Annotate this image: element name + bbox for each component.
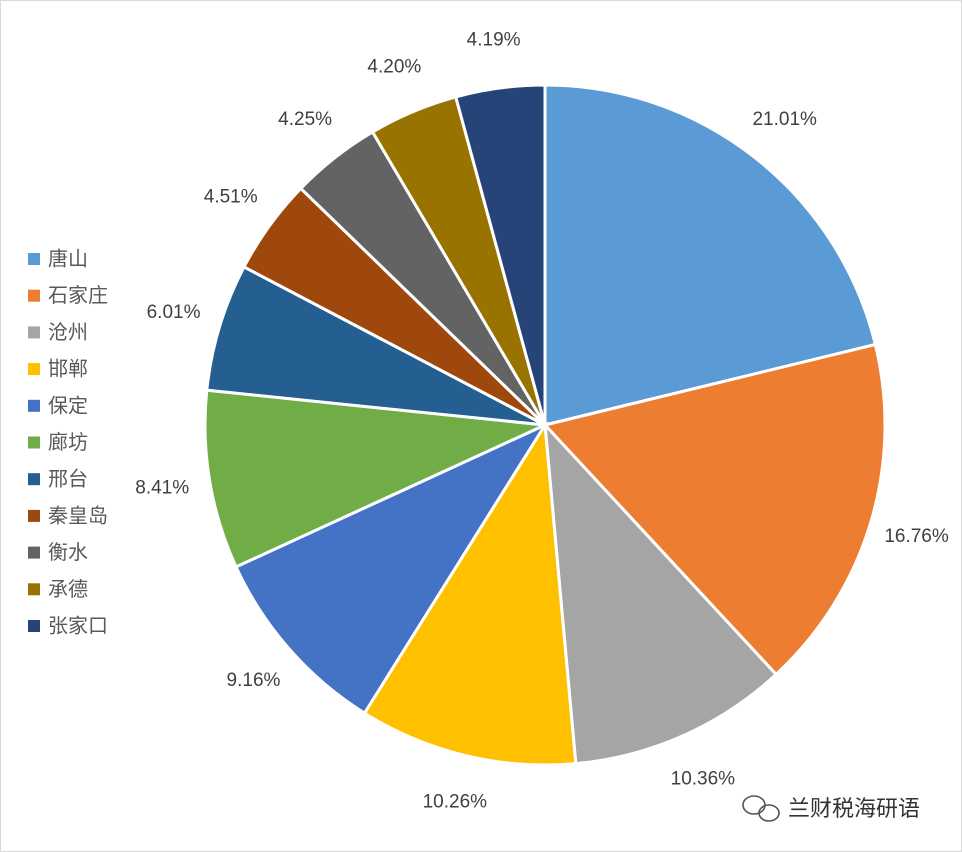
watermark: 兰财税海研语 [788,797,920,822]
data-label: 10.26% [423,791,488,812]
pie-slice [542,342,887,677]
legend-swatch [28,253,40,265]
legend-label: 承德 [48,577,88,601]
data-label: 16.76% [884,526,949,547]
legend-label: 邯郸 [48,357,88,381]
legend-swatch [28,399,40,412]
legend-swatch [28,620,40,632]
pie-slice [543,420,779,766]
legend-label: 衡水 [48,540,88,564]
data-label: 4.20% [367,56,421,77]
data-label: 9.16% [227,670,281,691]
legend-swatch [28,289,40,302]
data-label: 4.19% [467,29,521,50]
data-label: 8.41% [135,477,189,498]
legend-label: 秦皇岛 [48,503,108,527]
pie-slice [205,264,546,427]
pie-slice [453,83,547,426]
legend-label: 唐山 [48,247,88,271]
legend-label: 保定 [48,393,88,417]
legend-label: 张家口 [48,614,108,638]
legend-swatch [28,509,40,522]
data-label: 4.51% [204,186,258,207]
pie-slice [362,420,578,767]
legend-swatch [28,363,40,376]
legend-label: 沧州 [48,320,88,344]
pie-slice [543,83,878,427]
pie-slice [203,388,551,569]
legend-swatch [28,546,40,559]
legend-label: 石家庄 [48,283,108,307]
legend-swatch [28,473,40,486]
data-label: 6.01% [147,302,201,323]
pie-slice [234,421,549,716]
watermark-icon [742,795,780,822]
legend-swatch [28,326,40,339]
data-label: 10.36% [671,768,736,789]
legend-swatch [28,436,40,449]
data-label: 4.25% [278,109,332,130]
data-label: 21.01% [752,109,817,130]
legend-swatch [28,583,40,596]
legend-label: 邢台 [48,467,88,491]
legend-label: 廊坊 [48,430,88,454]
